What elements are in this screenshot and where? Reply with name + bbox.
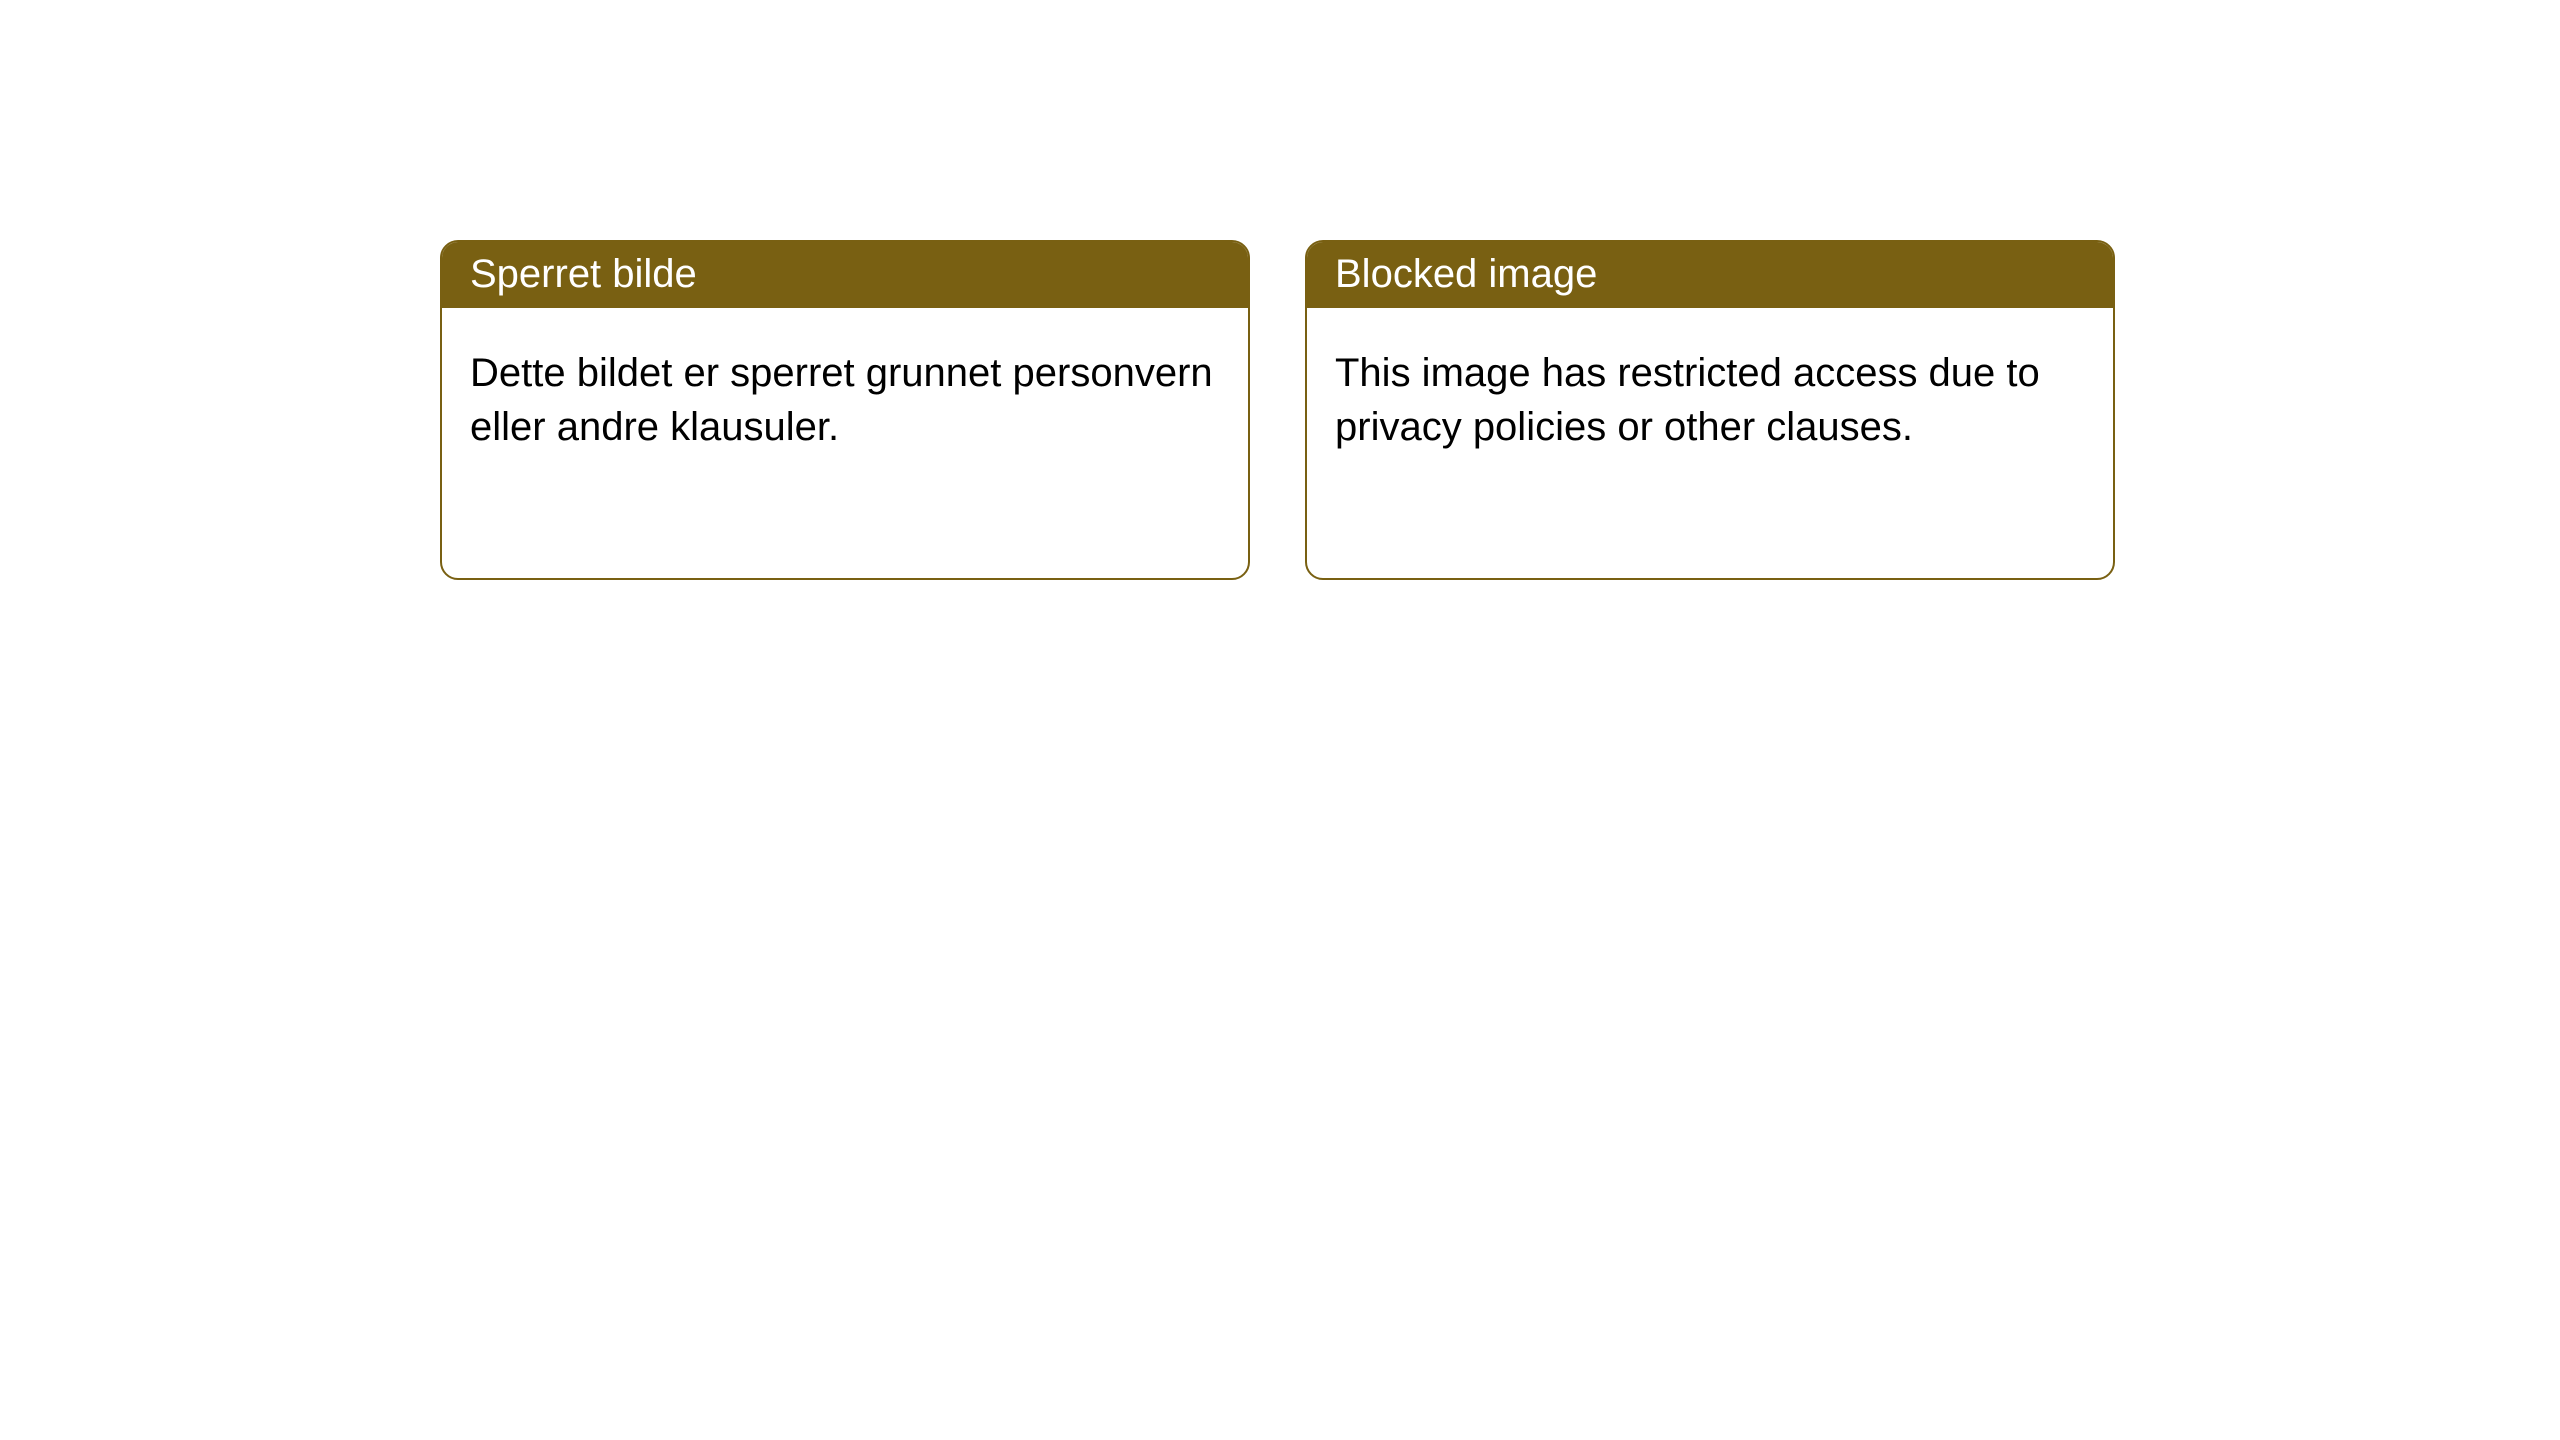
card-message: Dette bildet er sperret grunnet personve…	[470, 346, 1220, 454]
card-body: This image has restricted access due to …	[1307, 308, 2113, 578]
notice-card-norwegian: Sperret bilde Dette bildet er sperret gr…	[440, 240, 1250, 580]
card-header: Sperret bilde	[442, 242, 1248, 308]
card-message: This image has restricted access due to …	[1335, 346, 2085, 454]
notice-cards-container: Sperret bilde Dette bildet er sperret gr…	[440, 240, 2115, 580]
card-header: Blocked image	[1307, 242, 2113, 308]
card-title: Sperret bilde	[470, 252, 697, 296]
card-body: Dette bildet er sperret grunnet personve…	[442, 308, 1248, 578]
notice-card-english: Blocked image This image has restricted …	[1305, 240, 2115, 580]
card-title: Blocked image	[1335, 252, 1597, 296]
